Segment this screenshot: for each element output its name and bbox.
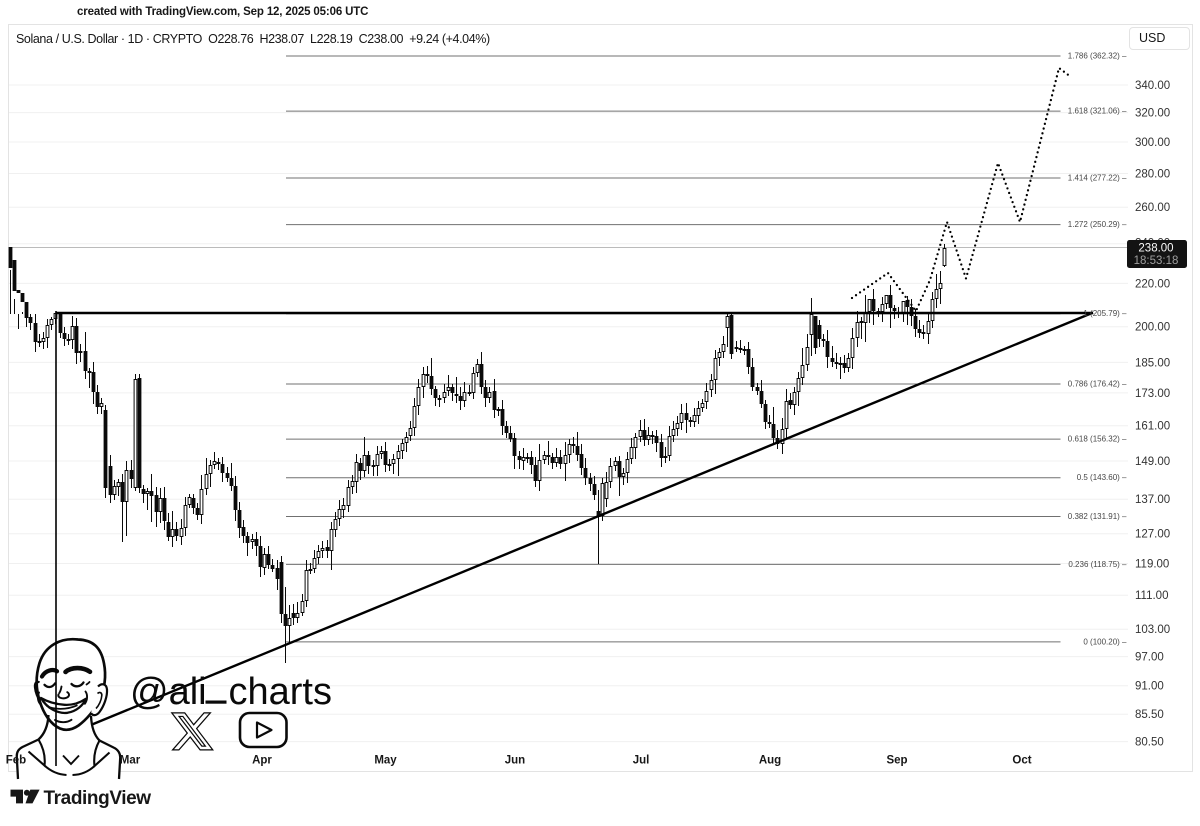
svg-text:97.00: 97.00 — [1135, 652, 1164, 664]
svg-text:0.786 (176.42) –: 0.786 (176.42) – — [1068, 379, 1127, 388]
svg-text:1.414 (277.22) –: 1.414 (277.22) – — [1068, 173, 1127, 182]
svg-text:238.00: 238.00 — [1138, 242, 1173, 254]
svg-text:119.00: 119.00 — [1135, 558, 1169, 570]
svg-text:1.272 (250.29) –: 1.272 (250.29) – — [1068, 220, 1127, 229]
svg-text:Feb: Feb — [6, 755, 26, 767]
svg-text:200.00: 200.00 — [1135, 322, 1170, 334]
svg-text:Jul: Jul — [633, 755, 650, 767]
svg-text:185.00: 185.00 — [1135, 357, 1170, 369]
svg-text:Oct: Oct — [1012, 755, 1031, 767]
svg-text:TradingView: TradingView — [44, 788, 152, 809]
svg-text:149.00: 149.00 — [1135, 456, 1170, 468]
svg-text:1.786 (362.32) –: 1.786 (362.32) – — [1068, 51, 1127, 60]
svg-text:0.236 (118.75) –: 0.236 (118.75) – — [1068, 560, 1127, 569]
svg-text:0.5 (143.60) –: 0.5 (143.60) – — [1077, 473, 1127, 482]
svg-text:340.00: 340.00 — [1135, 80, 1170, 92]
svg-text:1.618 (321.06) –: 1.618 (321.06) – — [1068, 107, 1127, 116]
svg-text:85.50: 85.50 — [1135, 709, 1164, 721]
svg-text:Jun: Jun — [505, 755, 525, 767]
svg-text:300.00: 300.00 — [1135, 137, 1170, 149]
svg-text:0 (100.20) –: 0 (100.20) – — [1083, 637, 1127, 646]
svg-text:@ali: @ali — [130, 671, 207, 713]
svg-text:Aug: Aug — [759, 755, 781, 767]
svg-text:charts: charts — [229, 671, 332, 713]
svg-text:320.00: 320.00 — [1135, 108, 1170, 120]
svg-text:Sep: Sep — [886, 755, 907, 767]
svg-text:173.00: 173.00 — [1135, 388, 1170, 400]
svg-text:111.00: 111.00 — [1135, 590, 1168, 602]
svg-text:May: May — [374, 755, 397, 767]
svg-text:0.382 (131.91) –: 0.382 (131.91) – — [1068, 512, 1127, 521]
svg-text:280.00: 280.00 — [1135, 168, 1170, 180]
svg-text:0.618 (156.32) –: 0.618 (156.32) – — [1068, 435, 1127, 444]
svg-text:220.00: 220.00 — [1135, 278, 1170, 290]
svg-text:127.00: 127.00 — [1135, 529, 1170, 541]
svg-text:1 (205.79) –: 1 (205.79) – — [1083, 309, 1127, 318]
svg-text:91.00: 91.00 — [1135, 681, 1164, 693]
svg-text:137.00: 137.00 — [1135, 494, 1170, 506]
svg-text:18:53:18: 18:53:18 — [1134, 255, 1179, 267]
svg-text:Apr: Apr — [252, 755, 272, 767]
svg-text:80.50: 80.50 — [1135, 737, 1164, 749]
svg-text:Mar: Mar — [120, 755, 141, 767]
svg-text:103.00: 103.00 — [1135, 624, 1170, 636]
svg-text:260.00: 260.00 — [1135, 202, 1170, 214]
svg-text:161.00: 161.00 — [1135, 421, 1170, 433]
